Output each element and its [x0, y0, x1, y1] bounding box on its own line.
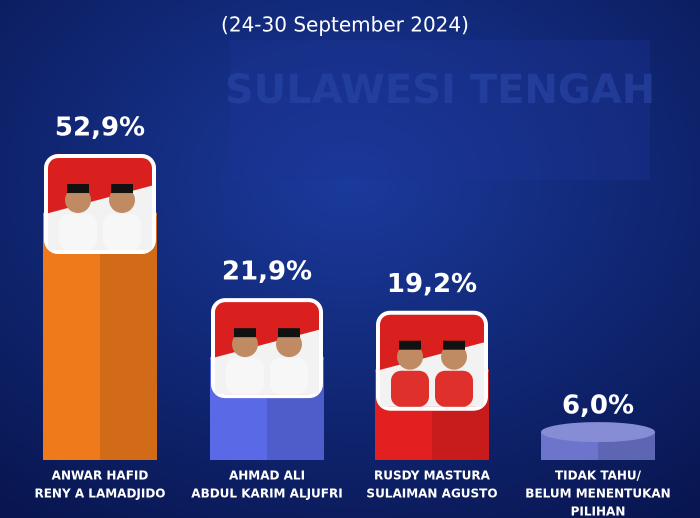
person-cap [443, 340, 465, 350]
person-body [226, 358, 264, 395]
value-label: 19,2% [387, 269, 477, 299]
person-body [435, 370, 473, 407]
person-head [65, 187, 91, 214]
person-cap [399, 340, 421, 350]
subtitle: (24-30 September 2024) [221, 13, 469, 37]
bar [43, 214, 157, 460]
value-label: 6,0% [562, 391, 634, 421]
category-label: PILIHAN [571, 505, 626, 518]
category-label: TIDAK TAHU/ [555, 469, 642, 483]
bar-top-highlight [541, 422, 655, 443]
person-head [232, 331, 258, 358]
person-cap [67, 184, 89, 194]
person-head [109, 187, 135, 214]
category-label: AHMAD ALI [229, 469, 305, 483]
category-label: ANWAR HAFID [52, 469, 149, 483]
category-label: ABDUL KARIM ALJUFRI [191, 487, 342, 501]
person-body [59, 214, 97, 251]
person-cap [234, 328, 256, 338]
bar-shade [100, 214, 157, 460]
person-cap [278, 328, 300, 338]
person-body [103, 214, 141, 251]
category-label: SULAIMAN AGUSTO [366, 487, 497, 501]
value-label: 52,9% [55, 113, 145, 143]
person-body [270, 358, 308, 395]
category-label: RENY A LAMADJIDO [34, 487, 165, 501]
value-label: 21,9% [222, 257, 312, 287]
person-head [276, 331, 302, 358]
category-label: BELUM MENENTUKAN [525, 487, 670, 501]
person-body [391, 370, 429, 407]
watermark: SULAWESI TENGAH [225, 67, 655, 113]
person-head [397, 343, 423, 370]
category-label: RUSDY MASTURA [374, 469, 491, 483]
person-cap [111, 184, 133, 194]
bar-top [541, 422, 655, 443]
person-head [441, 343, 467, 370]
backdrop-panel [230, 40, 650, 180]
